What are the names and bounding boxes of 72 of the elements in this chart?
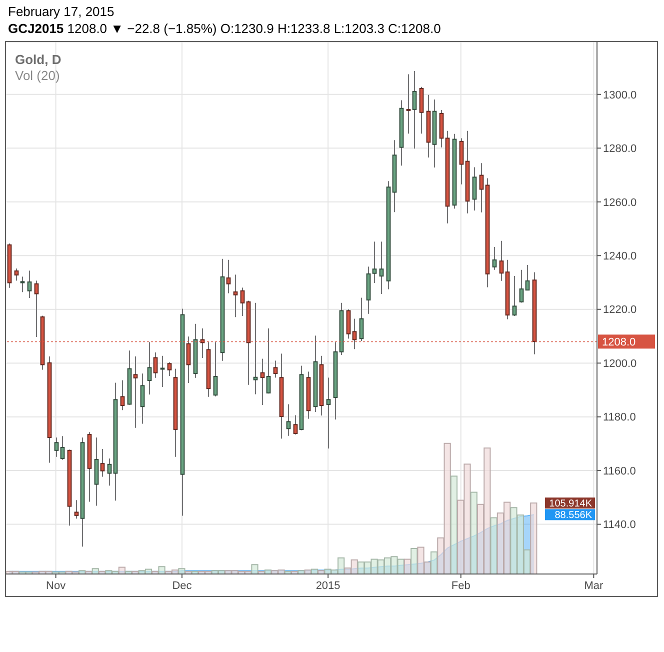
x-tick-label: Mar xyxy=(584,580,604,592)
candlestick xyxy=(226,259,231,294)
candlestick xyxy=(266,328,271,394)
candlestick xyxy=(412,70,417,150)
bar xyxy=(178,568,186,574)
candlestick xyxy=(167,362,172,376)
x-tick-label: Feb xyxy=(451,580,470,592)
y-tick-label: 1140.0 xyxy=(603,519,636,532)
candlestick xyxy=(512,276,517,317)
y2-tick-label: 105.914K xyxy=(549,498,592,510)
candlestick xyxy=(60,436,65,460)
candlestick xyxy=(233,274,238,318)
candlestick xyxy=(472,166,477,211)
candlestick xyxy=(240,287,245,317)
candlestick xyxy=(27,270,32,299)
candlestick xyxy=(372,241,377,284)
candlestick xyxy=(479,162,484,213)
candlestick xyxy=(153,352,158,378)
bar xyxy=(298,570,305,574)
bar xyxy=(158,566,166,574)
x-tick-label: Dec xyxy=(172,580,192,592)
candlestick xyxy=(326,377,331,450)
candlestick xyxy=(133,356,138,428)
y-tick-label: 1160.0 xyxy=(603,465,636,478)
ref-line-label: 1208.0 xyxy=(602,336,636,349)
candlestick xyxy=(147,342,152,396)
candlestick xyxy=(346,308,351,340)
candlestick xyxy=(54,437,59,458)
candlestick xyxy=(74,500,79,520)
candlestick xyxy=(492,246,497,270)
candlestick xyxy=(519,269,524,304)
annotation: Vol (20) xyxy=(15,68,61,84)
candlestick xyxy=(459,138,464,185)
bar xyxy=(490,517,498,574)
candlestick xyxy=(525,264,530,292)
candlestick xyxy=(499,240,504,282)
bar xyxy=(470,492,478,574)
chart-title: February 17, 2015 xyxy=(8,4,114,19)
candlestick xyxy=(260,358,265,406)
chart-subtitle: GCJ2015 1208.0 ▼ −22.8 (−1.85%) O:1230.9 H:1233.8 L:1203.3 C:1208.0 xyxy=(8,21,441,36)
y-tick-label: 1180.0 xyxy=(603,412,636,424)
x-tick-label: 2015 xyxy=(316,580,340,592)
candlestick xyxy=(120,380,125,411)
candlestick xyxy=(160,355,165,388)
candlestick xyxy=(406,74,411,134)
candlestick xyxy=(359,297,364,342)
y-tick-label: 1200.0 xyxy=(603,358,637,370)
y2-tick-label: 88.556K xyxy=(554,510,592,522)
bar xyxy=(92,568,99,574)
bar xyxy=(410,548,418,574)
candlestick xyxy=(419,86,424,134)
x-tick-label: Nov xyxy=(46,580,66,592)
candlestick xyxy=(14,268,19,282)
candlestick xyxy=(140,373,145,424)
bar xyxy=(450,476,458,574)
y-tick-label: 1220.0 xyxy=(603,304,637,316)
y-tick-label: 1300.0 xyxy=(603,89,637,102)
candlestick xyxy=(273,360,278,378)
candlestick xyxy=(34,280,39,338)
bar xyxy=(251,564,258,574)
candlestick xyxy=(213,342,218,397)
candlestick xyxy=(293,414,298,436)
candlestick xyxy=(286,404,291,436)
candlestick xyxy=(100,448,105,478)
y-tick-label: 1240.0 xyxy=(603,250,637,263)
y-tick-label: 1260.0 xyxy=(603,196,637,209)
candlestick xyxy=(20,276,25,293)
annotation: Gold, D xyxy=(15,52,62,68)
candlestick xyxy=(379,241,384,295)
y-tick-label: 1280.0 xyxy=(603,143,637,156)
candlestick xyxy=(107,458,112,486)
bar xyxy=(430,551,438,574)
